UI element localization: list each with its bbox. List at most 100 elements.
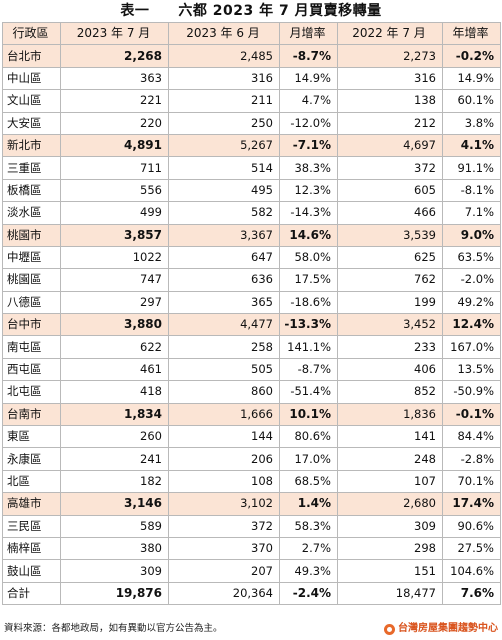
jun-2023-value: 2,485 bbox=[168, 44, 280, 68]
jun-2023-value: 636 bbox=[168, 268, 280, 292]
mom-rate: 58.0% bbox=[279, 245, 338, 270]
table-row: 三民區 589 372 58.3% 309 90.6% bbox=[2, 514, 501, 538]
mom-rate: 12.3% bbox=[279, 178, 338, 203]
yoy-rate: -0.2% bbox=[442, 44, 501, 68]
table-row: 三重區 711 514 38.3% 372 91.1% bbox=[2, 156, 501, 180]
jul-2023-value: 220 bbox=[60, 111, 169, 135]
jun-2023-value: 258 bbox=[168, 335, 280, 359]
table-row: 西屯區 461 505 -8.7% 406 13.5% bbox=[2, 357, 501, 382]
jun-2023-value: 860 bbox=[168, 380, 280, 404]
header-row: 行政區 2023 年 7 月 2023 年 6 月 月增率 2022 年 7 月… bbox=[2, 21, 501, 46]
jun-2023-value: 211 bbox=[168, 89, 280, 113]
district-name: 文山區 bbox=[2, 89, 61, 113]
jul-2023-value: 711 bbox=[60, 156, 169, 180]
jul-2023-value: 499 bbox=[60, 201, 169, 225]
jul-2023-value: 622 bbox=[60, 335, 169, 359]
city-row: 新北市 4,891 5,267 -7.1% 4,697 4.1% bbox=[2, 133, 501, 158]
table-row: 東區 260 144 80.6% 141 84.4% bbox=[2, 425, 501, 449]
total-row: 合計 19,876 20,364 -2.4% 18,477 7.6% bbox=[2, 581, 501, 606]
jun-2023-value: 514 bbox=[168, 156, 280, 180]
yoy-rate: 7.6% bbox=[442, 581, 501, 606]
district-name: 北區 bbox=[2, 469, 61, 494]
jun-2023-value: 250 bbox=[168, 111, 280, 135]
jul-2023-value: 1022 bbox=[60, 245, 169, 270]
yoy-rate: 84.4% bbox=[442, 425, 501, 449]
district-name: 八德區 bbox=[2, 290, 61, 315]
jul-2023-value: 309 bbox=[60, 559, 169, 583]
header-mom: 月增率 bbox=[279, 21, 338, 46]
district-name: 合計 bbox=[2, 581, 61, 606]
jul-2023-value: 461 bbox=[60, 357, 169, 382]
jul-2023-value: 182 bbox=[60, 469, 169, 494]
table-row: 中壢區 1022 647 58.0% 625 63.5% bbox=[2, 245, 501, 270]
jun-2023-value: 372 bbox=[168, 514, 280, 538]
district-name: 西屯區 bbox=[2, 357, 61, 382]
jul-2022-value: 2,680 bbox=[337, 492, 443, 516]
brand: 台灣房屋集團趨勢中心 bbox=[384, 620, 498, 638]
table-row: 永康區 241 206 17.0% 248 -2.8% bbox=[2, 447, 501, 471]
city-row: 台南市 1,834 1,666 10.1% 1,836 -0.1% bbox=[2, 402, 501, 427]
yoy-rate: 60.1% bbox=[442, 89, 501, 113]
mom-rate: 80.6% bbox=[279, 425, 338, 449]
source-note: 資料來源：各都地政局，如有異動以官方公告為主。 bbox=[4, 623, 223, 634]
jun-2023-value: 365 bbox=[168, 290, 280, 315]
jun-2023-value: 3,102 bbox=[168, 492, 280, 516]
mom-rate: -8.7% bbox=[279, 44, 338, 68]
yoy-rate: -2.8% bbox=[442, 447, 501, 471]
jul-2023-value: 19,876 bbox=[60, 581, 169, 606]
header-district: 行政區 bbox=[2, 21, 61, 46]
jul-2023-value: 260 bbox=[60, 425, 169, 449]
district-name: 三重區 bbox=[2, 156, 61, 180]
jul-2023-value: 3,880 bbox=[60, 313, 169, 337]
jul-2022-value: 852 bbox=[337, 380, 443, 404]
jul-2022-value: 762 bbox=[337, 268, 443, 292]
jun-2023-value: 647 bbox=[168, 245, 280, 270]
yoy-rate: 13.5% bbox=[442, 357, 501, 382]
jul-2023-value: 221 bbox=[60, 89, 169, 113]
jul-2022-value: 372 bbox=[337, 156, 443, 180]
yoy-rate: 70.1% bbox=[442, 469, 501, 494]
jun-2023-value: 582 bbox=[168, 201, 280, 225]
city-row: 台北市 2,268 2,485 -8.7% 2,273 -0.2% bbox=[2, 44, 501, 68]
jul-2023-value: 747 bbox=[60, 268, 169, 292]
jun-2023-value: 3,367 bbox=[168, 223, 280, 247]
mom-rate: -18.6% bbox=[279, 290, 338, 315]
yoy-rate: 90.6% bbox=[442, 514, 501, 538]
jul-2022-value: 625 bbox=[337, 245, 443, 270]
header-jun-2023: 2023 年 6 月 bbox=[168, 21, 280, 46]
mom-rate: -12.0% bbox=[279, 111, 338, 135]
yoy-rate: 7.1% bbox=[442, 201, 501, 225]
jul-2022-value: 212 bbox=[337, 111, 443, 135]
yoy-rate: -8.1% bbox=[442, 178, 501, 203]
jun-2023-value: 370 bbox=[168, 536, 280, 561]
table-row: 北屯區 418 860 -51.4% 852 -50.9% bbox=[2, 380, 501, 404]
table-title: 表一 六都 2023 年 7 月買賣移轉量 bbox=[120, 3, 382, 19]
mom-rate: 68.5% bbox=[279, 469, 338, 494]
table-row: 桃園區 747 636 17.5% 762 -2.0% bbox=[2, 268, 501, 292]
district-name: 鼓山區 bbox=[2, 559, 61, 583]
district-name: 台北市 bbox=[2, 44, 61, 68]
jul-2022-value: 1,836 bbox=[337, 402, 443, 427]
mom-rate: 49.3% bbox=[279, 559, 338, 583]
mom-rate: -7.1% bbox=[279, 133, 338, 158]
brand-name: 台灣房屋集團趨勢中心 bbox=[398, 623, 498, 634]
jun-2023-value: 5,267 bbox=[168, 133, 280, 158]
district-name: 三民區 bbox=[2, 514, 61, 538]
district-name: 南屯區 bbox=[2, 335, 61, 359]
table-row: 南屯區 622 258 141.1% 233 167.0% bbox=[2, 335, 501, 359]
jul-2022-value: 248 bbox=[337, 447, 443, 471]
yoy-rate: 91.1% bbox=[442, 156, 501, 180]
yoy-rate: 167.0% bbox=[442, 335, 501, 359]
table-row: 楠梓區 380 370 2.7% 298 27.5% bbox=[2, 536, 501, 561]
table-body: 台北市 2,268 2,485 -8.7% 2,273 -0.2% 中山區 363 316 14.… bbox=[2, 44, 501, 606]
mom-rate: 2.7% bbox=[279, 536, 338, 561]
mom-rate: 141.1% bbox=[279, 335, 338, 359]
district-name: 中壢區 bbox=[2, 245, 61, 270]
jul-2023-value: 4,891 bbox=[60, 133, 169, 158]
jun-2023-value: 144 bbox=[168, 425, 280, 449]
jul-2022-value: 406 bbox=[337, 357, 443, 382]
mom-rate: 10.1% bbox=[279, 402, 338, 427]
header-yoy: 年增率 bbox=[442, 21, 501, 46]
yoy-rate: 49.2% bbox=[442, 290, 501, 315]
district-name: 板橋區 bbox=[2, 178, 61, 203]
